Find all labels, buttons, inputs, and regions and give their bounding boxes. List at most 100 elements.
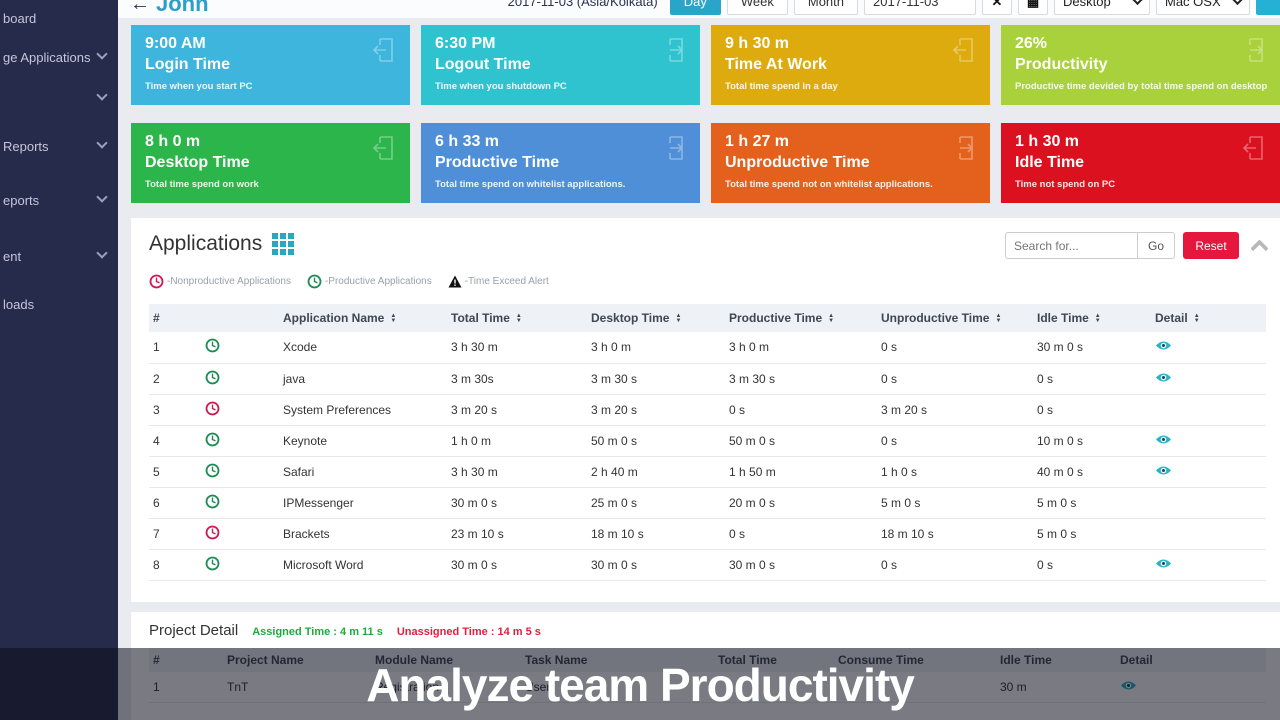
stat-card-desktop-time: 8 h 0 m Desktop Time Total time spend on w… [131, 123, 410, 203]
cell-type-icon [201, 425, 279, 457]
door-out-icon [669, 136, 684, 160]
reset-button[interactable]: Reset [1183, 232, 1239, 259]
detail-eye-icon[interactable] [1120, 680, 1137, 691]
search-input[interactable] [1005, 232, 1137, 259]
column-header-desktop-time[interactable]: Desktop Time ▲ ▼ [587, 304, 725, 332]
warning-icon [448, 275, 462, 288]
month-button[interactable]: Month [793, 0, 858, 15]
detail-eye-icon[interactable] [1155, 558, 1172, 569]
assigned-time-label: Assigned Time : 4 m 11 s [252, 626, 383, 638]
detail-eye-icon[interactable] [1155, 340, 1172, 351]
cell-total-time: 3 h 30 m [447, 332, 587, 364]
cell-total-time: 30 m 0 s [447, 549, 587, 581]
detail-eye-icon[interactable] [1155, 372, 1172, 383]
card-description: Time not spend on PC [1015, 179, 1116, 190]
cell-productive-time: 3 m 30 s [725, 363, 877, 395]
cell-type-icon [201, 456, 279, 488]
page-title-username: John [156, 0, 209, 16]
sort-icon: ▲ ▼ [1193, 312, 1200, 324]
collapse-panel-icon[interactable] [1250, 239, 1269, 258]
cell-desktop-time: 2 h 40 m [587, 456, 725, 488]
sidebar-item-ge-applications[interactable]: ge Applications [0, 46, 118, 68]
grid-icon[interactable] [272, 233, 295, 255]
column-header-productive-time[interactable]: Productive Time ▲ ▼ [725, 304, 877, 332]
cell-total-time: 23 m 10 s [447, 518, 587, 550]
sidebar-item-label: ent [3, 248, 22, 264]
project-detail-title: Project Detail [149, 622, 239, 639]
clear-date-button[interactable]: ✕ [982, 0, 1012, 15]
detail-eye-icon[interactable] [1155, 434, 1172, 445]
platform-select[interactable]: Desktop [1054, 0, 1150, 15]
column-header-application-name[interactable]: Application Name ▲ ▼ [279, 304, 447, 332]
column-header-detail[interactable]: Detail ▲ ▼ [1151, 304, 1266, 332]
clock-icon [205, 463, 220, 477]
cell-total-time: 1 h 0 m [447, 425, 587, 457]
cell-productive-time: 20 m 0 s [725, 487, 877, 519]
cell-detail [1151, 487, 1266, 519]
card-value: 6:30 PM [435, 35, 496, 52]
cell-idle-time: 5 m 0 s [1033, 518, 1151, 550]
cell-productive-time: 50 m 0 s [725, 425, 877, 457]
cell-unproductive-time: 0 s [877, 425, 1033, 457]
sidebar-item-loads[interactable]: loads [0, 293, 118, 315]
sidebar-item-label: Reports [3, 138, 49, 154]
cell-unproductive-time: 0 s [877, 363, 1033, 395]
sidebar-item-label: ge Applications [3, 49, 91, 65]
clock-icon [205, 556, 220, 570]
cell-type-icon [201, 332, 279, 364]
search-go-button[interactable]: Go [1137, 232, 1175, 259]
chevron-down-icon [96, 191, 108, 203]
column-header-total-time[interactable]: Total Time ▲ ▼ [447, 304, 587, 332]
column-header-detail: Detail [1116, 648, 1266, 672]
clock-icon [205, 370, 220, 384]
header-controls: 2017-11-03 (Asia/Kolkata) Day Week Month… [508, 0, 1280, 15]
sidebar-item-eports[interactable]: eports [0, 189, 118, 211]
detail-eye-icon[interactable] [1155, 465, 1172, 476]
column-header-unproductive-time[interactable]: Unproductive Time ▲ ▼ [877, 304, 1033, 332]
stat-card-logout-time: 6:30 PM Logout Time Time when you shutdown… [421, 25, 700, 105]
door-in-icon [952, 38, 973, 62]
column-header-idle-time[interactable]: Idle Time ▲ ▼ [1033, 304, 1151, 332]
corner-button[interactable] [1256, 0, 1280, 15]
sidebar-item-reports[interactable]: Reports [0, 135, 118, 157]
cell-productive-time: 30 m 0 s [725, 549, 877, 581]
stat-cards: 9:00 AM Login Time Time when you start PC 6… [131, 25, 1280, 203]
legend-item: -Productive Applications [307, 274, 432, 289]
chevron-down-icon [96, 89, 108, 101]
sidebar-item-board[interactable]: board [0, 7, 118, 29]
cell-total-time: 3 m 20 s [447, 394, 587, 426]
cell-productive-time: 1 h 50 m [725, 456, 877, 488]
cell-application-name: Brackets [279, 518, 447, 550]
applications-panel: Applications Go Reset -Nonproductive App… [131, 218, 1280, 602]
cell-number: 7 [149, 518, 201, 550]
card-description: Total time spend not on whitelist applic… [725, 179, 933, 190]
calendar-icon-button[interactable]: ▦ [1018, 0, 1048, 15]
week-button[interactable]: Week [726, 0, 788, 15]
cell-application-name: Safari [279, 456, 447, 488]
chevron-down-icon [1132, 0, 1143, 6]
sidebar: board ge Applications Reports eports ent load… [0, 0, 118, 720]
card-value: 8 h 0 m [145, 133, 201, 150]
date-input[interactable] [864, 0, 976, 15]
cell-desktop-time: 18 m 10 s [587, 518, 725, 550]
cell-number: 1 [149, 332, 201, 364]
sidebar-item-ent[interactable]: ent [0, 245, 118, 267]
os-select[interactable]: Mac OSX [1156, 0, 1250, 15]
legend-label: -Nonproductive Applications [167, 276, 291, 287]
cell-unproductive-time: 3 m 20 s [877, 394, 1033, 426]
day-button[interactable]: Day [669, 0, 721, 15]
back-arrow-icon[interactable]: ← [130, 0, 150, 15]
cell-task-name: User [521, 672, 714, 703]
cell-application-name: System Preferences [279, 394, 447, 426]
clock-icon [205, 401, 220, 415]
cell-number: 4 [149, 425, 201, 457]
door-in-icon [1242, 136, 1263, 160]
sidebar-item-blank[interactable] [0, 87, 118, 109]
column-header-consume-time: Consume Time [834, 648, 996, 672]
